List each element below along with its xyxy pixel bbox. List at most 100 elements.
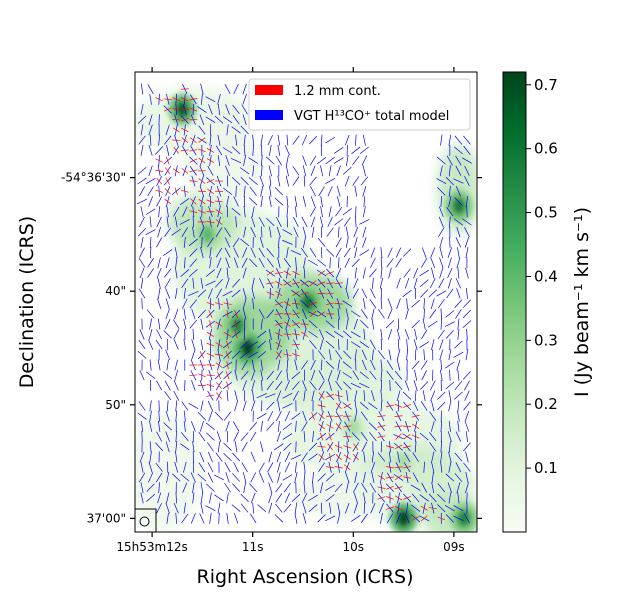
vgt-vector (412, 472, 419, 483)
vgt-vector (311, 226, 315, 238)
vgt-vector (362, 206, 366, 218)
continuum-vector (283, 333, 292, 336)
vgt-vector (302, 155, 307, 166)
vgt-vector (337, 512, 341, 524)
vgt-vector (447, 267, 453, 279)
vgt-vector (446, 155, 453, 166)
vgt-vector (282, 433, 293, 440)
vgt-vector (240, 125, 249, 135)
vgt-vector (165, 124, 170, 136)
vgt-vector (346, 390, 349, 402)
vgt-vector (240, 493, 249, 503)
vgt-vector (293, 226, 299, 238)
vgt-vector (457, 318, 460, 330)
vgt-vector (232, 104, 240, 115)
vgt-vector (395, 247, 402, 258)
vgt-vector (222, 290, 233, 297)
continuum-vector (198, 137, 206, 143)
vgt-vector (308, 442, 318, 451)
vgt-vector (370, 502, 376, 514)
vgt-vector (155, 462, 163, 472)
vgt-vector (192, 328, 195, 340)
continuum-vector (189, 374, 198, 377)
vgt-vector (158, 318, 161, 330)
vgt-vector (310, 206, 317, 217)
vgt-vector (291, 412, 301, 420)
vgt-vector (231, 146, 241, 155)
vgt-vector (320, 482, 324, 494)
vgt-vector (455, 155, 462, 166)
vgt-vector (368, 422, 378, 431)
vgt-vector (388, 349, 392, 361)
vgt-vector (301, 492, 308, 504)
vgt-vector (335, 237, 342, 248)
continuum-vector (214, 200, 224, 203)
continuum-vector (276, 351, 282, 359)
vgt-vector (293, 216, 299, 227)
vgt-vector (149, 216, 152, 228)
vgt-vector (345, 318, 349, 330)
vgt-vector (369, 370, 377, 380)
vgt-vector (430, 257, 436, 269)
vgt-vector (200, 318, 204, 330)
vgt-vector (351, 146, 361, 155)
vgt-vector (181, 432, 189, 442)
vgt-vector (420, 289, 429, 298)
vgt-vector (200, 339, 204, 351)
vgt-vector (312, 482, 314, 494)
vgt-vector (386, 258, 394, 268)
continuum-vector (274, 322, 283, 326)
continuum-vector (189, 180, 198, 182)
vgt-vector (166, 472, 170, 483)
continuum-vector (283, 353, 292, 357)
vgt-vector (182, 298, 188, 309)
y-tick-label-0: -54°36'30" (61, 171, 126, 185)
vgt-vector (232, 483, 241, 493)
vgt-vector (447, 257, 452, 269)
continuum-vector (206, 331, 214, 337)
vgt-vector (233, 513, 239, 524)
vgt-vector (454, 391, 463, 400)
vgt-vector (283, 483, 291, 493)
vgt-vector (345, 502, 350, 514)
vgt-vector (327, 216, 333, 228)
vgt-vector (266, 309, 275, 319)
vgt-vector (197, 106, 207, 113)
vgt-vector (465, 267, 469, 279)
continuum-vector (172, 107, 181, 111)
continuum-vector (274, 272, 283, 274)
vgt-vector (234, 400, 238, 412)
vgt-vector (412, 452, 419, 462)
vgt-vector (252, 298, 255, 310)
vgt-vector (282, 422, 292, 431)
vgt-vector (351, 310, 361, 318)
vgt-vector (455, 237, 462, 248)
vgt-vector (359, 382, 370, 389)
vgt-vector (149, 318, 153, 330)
vgt-vector (166, 206, 169, 218)
continuum-vector (180, 189, 189, 193)
vgt-vector (251, 369, 256, 381)
vgt-vector (312, 431, 314, 443)
continuum-vector (377, 425, 386, 428)
vgt-vector (419, 432, 429, 441)
continuum-vector (394, 495, 403, 501)
vgt-vector (463, 135, 471, 145)
vgt-vector (155, 472, 163, 483)
continuum-vector (206, 383, 215, 388)
continuum-vector (206, 178, 215, 184)
vgt-vector (243, 185, 246, 197)
vgt-vector (429, 411, 437, 421)
vgt-vector (402, 248, 412, 257)
vgt-vector (225, 257, 230, 269)
vgt-vector (329, 502, 332, 514)
continuum-vector (266, 282, 275, 285)
vgt-vector (301, 134, 308, 146)
vgt-vector (241, 441, 248, 452)
vgt-vector (465, 472, 469, 483)
vgt-vector (419, 279, 429, 288)
vgt-vector (205, 116, 216, 123)
vgt-vector (429, 442, 437, 452)
legend-label-continuum: 1.2 mm cont. (294, 84, 381, 99)
vgt-vector (325, 494, 335, 502)
